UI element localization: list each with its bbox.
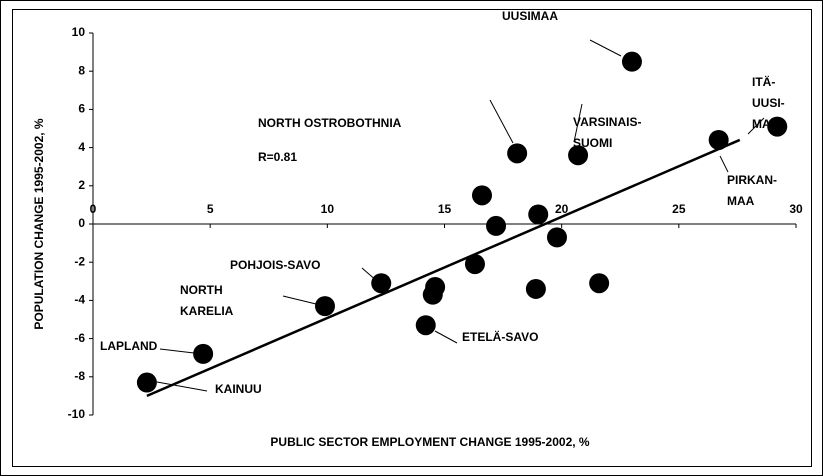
point [415, 315, 436, 336]
y-tick-label: 2 [78, 178, 85, 192]
point-label: NORTH KARELIA [180, 283, 234, 318]
x-axis-label: PUBLIC SECTOR EMPLOYMENT CHANGE 1995-200… [270, 435, 590, 449]
leader-line [282, 295, 317, 305]
point-label: ITÄ-UUSI-MA [752, 74, 785, 131]
trend-line [146, 138, 741, 398]
leader-line [156, 381, 208, 392]
point [422, 284, 443, 305]
point [589, 273, 610, 294]
point-label: UUSIMAA [502, 9, 558, 23]
point [371, 273, 392, 294]
point [708, 129, 729, 150]
y-tick-label: -4 [74, 293, 85, 307]
x-tick-label: 0 [90, 202, 97, 216]
y-tick-label: 10 [72, 25, 86, 39]
leader-line [573, 103, 583, 143]
point [507, 143, 528, 164]
point-label: ETELÄ-SAVO [462, 329, 538, 344]
point [525, 278, 546, 299]
point [471, 185, 492, 206]
x-tick-label: 25 [672, 202, 686, 216]
x-tick-label: 5 [207, 202, 214, 216]
point [193, 343, 214, 364]
leader-line [434, 330, 458, 344]
point [136, 372, 157, 393]
leader-line [589, 39, 622, 57]
leader-line [719, 155, 729, 173]
x-tick-label: 20 [555, 202, 569, 216]
leader-line [747, 117, 765, 135]
y-tick-label: 8 [78, 63, 85, 77]
point-label: POHJOIS-SAVO [230, 258, 320, 272]
point [767, 116, 788, 137]
point-label: KAINUU [215, 382, 262, 396]
annotation: R=0.81 [258, 150, 297, 164]
point [486, 215, 507, 236]
y-tick-label: -8 [74, 369, 85, 383]
point [314, 296, 335, 317]
point [621, 51, 642, 72]
point-label: PIRKAN-MAA [727, 173, 777, 208]
y-axis-label: POPULATION CHANGE 1995-2002, % [32, 118, 46, 330]
y-tick-label: 6 [78, 102, 85, 116]
point-label: VARSINAIS-SUOMI [573, 115, 641, 150]
x-tick-label: 30 [789, 202, 803, 216]
y-tick-label: -2 [74, 254, 85, 268]
point [568, 145, 589, 166]
point [528, 204, 549, 225]
y-tick-label: 4 [78, 140, 85, 154]
x-tick-label: 10 [321, 202, 335, 216]
x-tick-label: 15 [438, 202, 452, 216]
leader-line [489, 99, 514, 144]
y-tick-label: -6 [74, 331, 85, 345]
point-label: LAPLAND [100, 339, 158, 353]
y-tick-label: -10 [68, 407, 86, 421]
point [546, 227, 567, 248]
point-label: NORTH OSTROBOTHNIA [258, 116, 402, 130]
chart-border [12, 9, 812, 467]
y-tick-label: 0 [78, 216, 85, 230]
leader-line [361, 267, 379, 283]
point [464, 254, 485, 275]
leader-line [159, 348, 195, 354]
